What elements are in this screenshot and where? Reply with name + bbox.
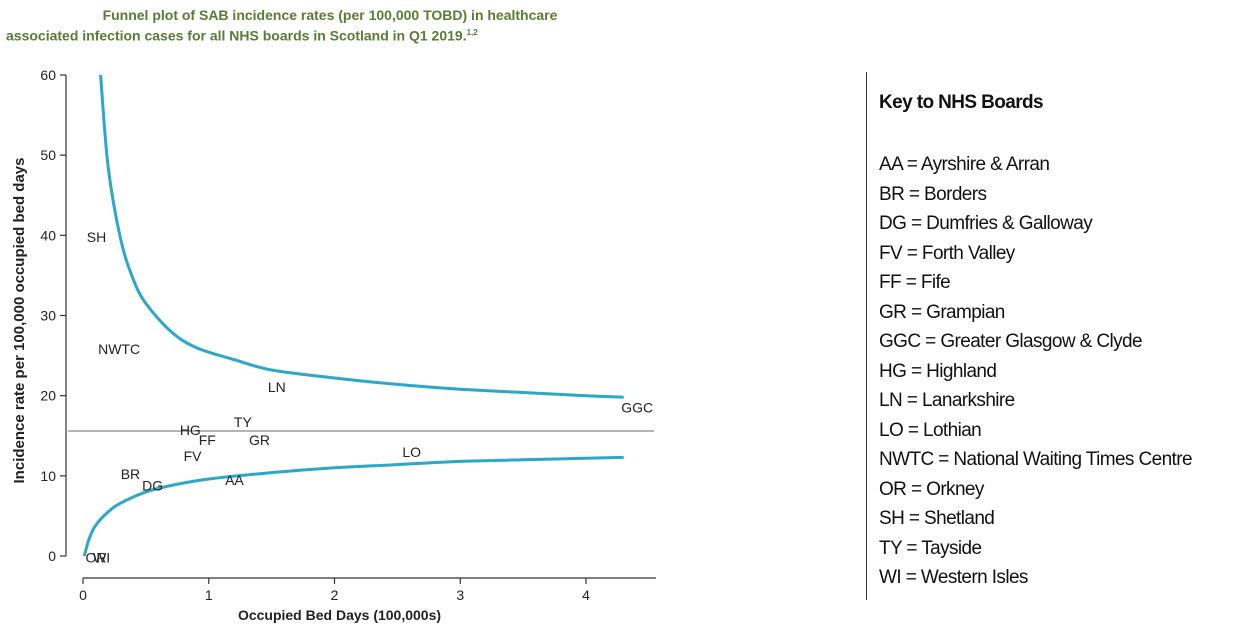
data-point-aa: AA (225, 472, 244, 488)
y-tick-label: 30 (40, 308, 56, 324)
data-point-ff: FF (199, 432, 216, 448)
data-point-sh: SH (87, 229, 106, 245)
data-point-nwtc: NWTC (98, 341, 140, 357)
y-tick-label: 60 (40, 67, 56, 83)
y-tick-label: 10 (40, 468, 56, 484)
chart-title-line1: Funnel plot of SAB incidence rates (per … (102, 7, 558, 23)
x-tick-label: 1 (205, 587, 213, 603)
y-axis-label: Incidence rate per 100,000 occupied bed … (11, 158, 28, 484)
key-item: OR = Orkney (879, 478, 984, 500)
key-item: DG = Dumfries & Galloway (879, 213, 1093, 234)
y-tick-label: 50 (40, 147, 56, 163)
data-point-gr: GR (249, 432, 270, 448)
chart-title-superscript: 1,2 (466, 28, 478, 37)
data-point-ggc: GGC (621, 400, 653, 416)
axes: 0 10 20 30 40 50 60 0 1 2 3 4 (40, 67, 656, 603)
key-item: GR = Grampian (879, 301, 1005, 323)
key-item: NWTC = National Waiting Times Centre (879, 449, 1193, 470)
data-point-or: OR (86, 550, 107, 566)
key-list: AA = Ayrshire & Arran BR = Borders DG = Du… (879, 150, 1193, 593)
x-tick-label: 3 (456, 587, 464, 603)
data-point-lo: LO (402, 444, 421, 460)
key-item: LN = Lanarkshire (879, 390, 1015, 411)
data-point-fv: FV (184, 448, 203, 464)
y-tick-label: 0 (48, 548, 56, 564)
key-item: LO = Lothian (879, 419, 982, 441)
data-point-br: BR (121, 466, 140, 482)
x-tick-label: 0 (79, 587, 87, 603)
key-item: BR = Borders (879, 183, 987, 205)
key-panel: Key to NHS Boards AA = Ayrshire & Arran B… (866, 72, 1254, 600)
data-point-ln: LN (268, 379, 286, 395)
x-tick-label: 4 (582, 587, 590, 603)
y-tick-label: 40 (40, 227, 56, 243)
key-item: FF = Fife (879, 272, 951, 293)
data-point-ty: TY (234, 414, 253, 430)
key-item: HG = Highland (879, 360, 997, 382)
chart-title-line2: associated infection cases for all NHS b… (6, 27, 467, 44)
key-title: Key to NHS Boards (879, 92, 1044, 113)
x-tick-label: 2 (331, 587, 339, 603)
key-item: FV = Forth Valley (879, 242, 1015, 264)
chart-title: Funnel plot of SAB incidence rates (per … (0, 6, 660, 45)
data-point-dg: DG (142, 477, 163, 493)
key-item: WI = Western Isles (879, 567, 1028, 588)
upper-control-limit (99, 74, 624, 399)
data-point-hg: HG (180, 422, 201, 438)
x-axis-label: Occupied Bed Days (100,000s) (238, 607, 441, 623)
key-item: SH = Shetland (879, 508, 995, 529)
y-tick-label: 20 (40, 388, 56, 404)
key-item: GGC = Greater Glasgow & Clyde (879, 331, 1143, 352)
key-item: TY = Tayside (879, 537, 982, 559)
key-item: AA = Ayrshire & Arran (879, 154, 1050, 175)
lower-control-limit (82, 455, 624, 557)
data-point-wi: WI (93, 550, 110, 566)
